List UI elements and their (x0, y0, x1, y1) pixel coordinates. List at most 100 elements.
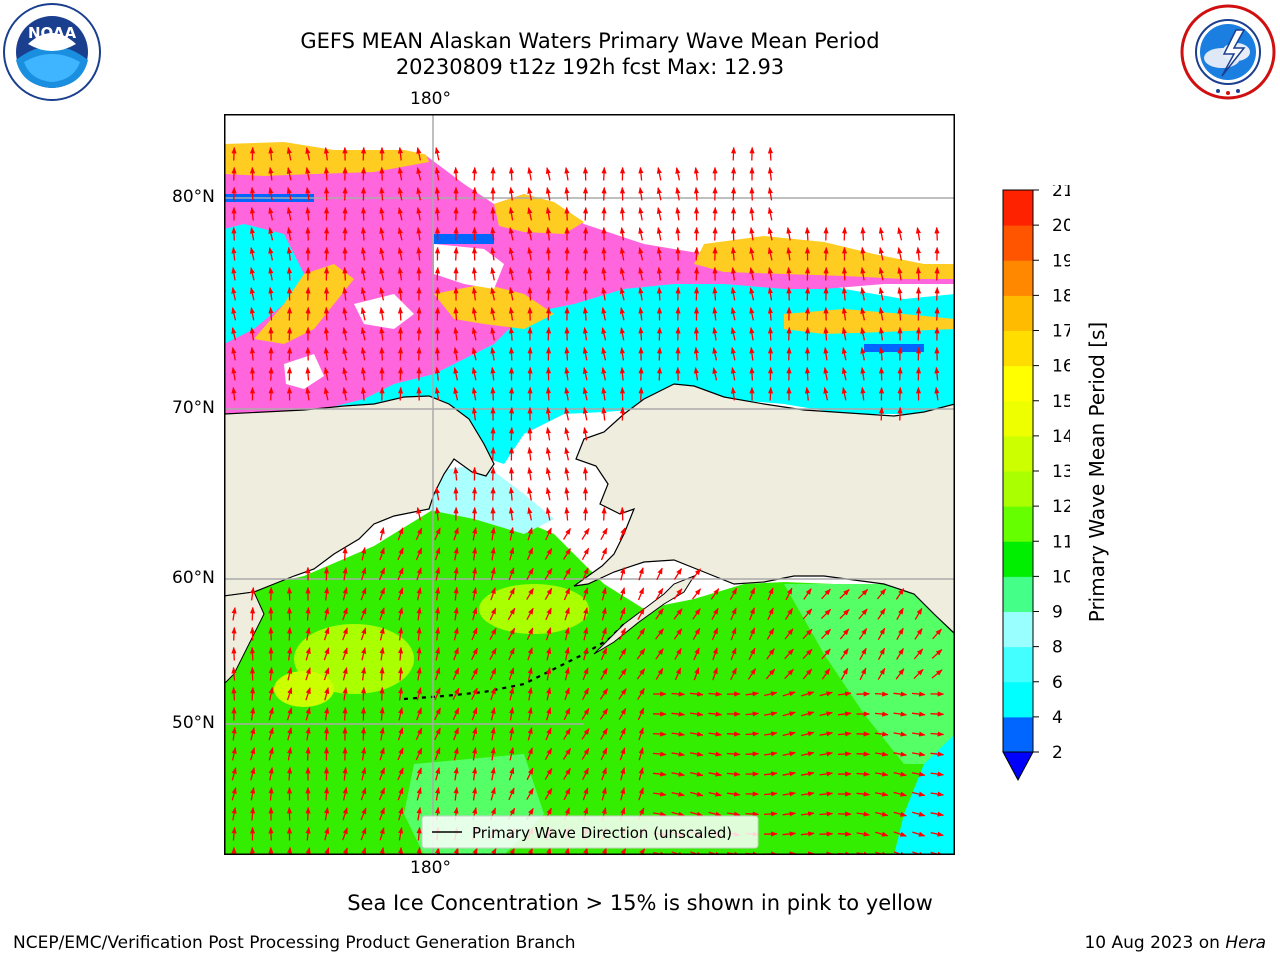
wave-direction-arrow (712, 346, 718, 361)
wave-direction-arrow (231, 686, 237, 701)
wave-direction-arrow (692, 608, 701, 620)
wave-direction-arrow (692, 627, 701, 641)
wave-direction-arrow (250, 747, 256, 761)
wave-direction-arrow (690, 811, 704, 817)
wave-direction-arrow (268, 186, 274, 201)
wave-direction-arrow (819, 691, 833, 697)
wave-direction-arrow (582, 466, 589, 481)
wave-direction-arrow (877, 647, 886, 661)
wave-direction-arrow (452, 707, 460, 721)
wave-direction-arrow (434, 606, 441, 621)
wave-direction-arrow (638, 166, 644, 181)
wave-direction-arrow (582, 206, 589, 221)
wave-direction-arrow (582, 406, 588, 421)
wave-direction-arrow (378, 787, 386, 801)
wave-direction-arrow (453, 627, 459, 641)
wave-direction-arrow (509, 547, 515, 561)
wave-direction-arrow (250, 586, 256, 601)
wave-direction-arrow (656, 567, 663, 581)
wave-direction-arrow (508, 326, 515, 341)
wave-direction-arrow (490, 466, 496, 481)
wave-direction-arrow (453, 326, 459, 341)
wave-direction-arrow (689, 731, 704, 737)
wave-direction-arrow (837, 731, 852, 737)
wave-direction-arrow (342, 266, 348, 281)
wave-direction-arrow (397, 666, 404, 681)
wave-direction-arrow (324, 607, 330, 621)
wave-direction-arrow (708, 691, 723, 697)
wave-direction-arrow (638, 247, 644, 261)
wave-direction-arrow (857, 588, 869, 600)
wave-direction-arrow (763, 731, 778, 737)
wave-direction-arrow (508, 206, 514, 221)
wave-direction-arrow (656, 286, 663, 301)
wave-direction-arrow (619, 607, 626, 621)
wave-direction-arrow (434, 486, 440, 501)
colorbar-boxes (1002, 189, 1034, 753)
wave-direction-arrow (619, 206, 626, 221)
wave-direction-arrow (544, 787, 553, 800)
wave-direction-arrow (878, 326, 884, 341)
wave-direction-arrow (231, 787, 237, 801)
wave-direction-arrow (397, 527, 404, 541)
wave-direction-arrow (767, 146, 774, 161)
wave-direction-arrow (286, 346, 293, 361)
wave-direction-arrow (730, 307, 736, 321)
wave-direction-arrow (930, 711, 945, 717)
wave-direction-arrow (878, 306, 884, 321)
wave-direction-arrow (360, 226, 367, 241)
wave-direction-arrow (600, 667, 608, 681)
wave-direction-arrow (618, 668, 627, 680)
wave-direction-arrow (305, 647, 311, 661)
wave-direction-arrow (471, 327, 477, 341)
wave-direction-arrow (638, 306, 644, 321)
wave-direction-arrow (471, 687, 478, 701)
wave-direction-arrow (453, 466, 459, 481)
wave-direction-arrow (379, 666, 385, 681)
map-subtitle: 20230809 t12z 192h fcst Max: 12.93 (395, 55, 785, 79)
wave-direction-arrow (637, 707, 645, 721)
wave-direction-arrow (671, 691, 686, 697)
wave-direction-arrow (379, 206, 385, 221)
wave-direction-arrow (434, 146, 440, 161)
wave-direction-arrow (915, 346, 922, 361)
wave-direction-arrow (342, 647, 348, 661)
wave-direction-arrow (231, 746, 237, 761)
wave-direction-arrow (527, 366, 533, 381)
wave-direction-arrow (841, 266, 848, 281)
wave-direction-arrow (620, 567, 626, 581)
wave-direction-arrow (360, 286, 366, 301)
wave-direction-arrow (786, 246, 792, 261)
wave-direction-arrow (749, 346, 755, 361)
wave-direction-arrow (453, 727, 459, 741)
wave-direction-arrow (767, 607, 774, 621)
wave-direction-arrow (638, 567, 644, 581)
wave-direction-arrow (896, 647, 904, 660)
wave-direction-arrow (508, 267, 514, 281)
wave-direction-arrow (877, 608, 886, 620)
wave-direction-arrow (840, 648, 849, 660)
wave-direction-arrow (268, 146, 274, 161)
wave-direction-arrow (821, 588, 831, 600)
wave-direction-arrow (747, 668, 757, 680)
wave-direction-arrow (453, 527, 459, 541)
wave-direction-arrow (637, 687, 645, 700)
wave-direction-arrow (342, 766, 348, 781)
wave-direction-arrow (932, 628, 942, 640)
wave-direction-arrow (763, 811, 778, 817)
wave-direction-arrow (897, 227, 903, 241)
wave-direction-arrow (231, 726, 237, 741)
wave-direction-arrow (287, 746, 293, 761)
sea-ice-yellow-edge (434, 284, 554, 329)
wave-direction-arrow (453, 606, 459, 621)
wave-direction-arrow (416, 707, 422, 721)
wave-direction-arrow (638, 767, 644, 781)
footer-host: Hera (1225, 933, 1266, 953)
wave-direction-arrow (231, 826, 237, 841)
wave-direction-arrow (471, 206, 478, 221)
wave-direction-arrow (527, 527, 533, 541)
wave-direction-arrow (693, 266, 700, 281)
wave-direction-arrow (360, 567, 367, 581)
wave-direction-arrow (490, 386, 496, 401)
wave-direction-arrow (527, 207, 533, 221)
